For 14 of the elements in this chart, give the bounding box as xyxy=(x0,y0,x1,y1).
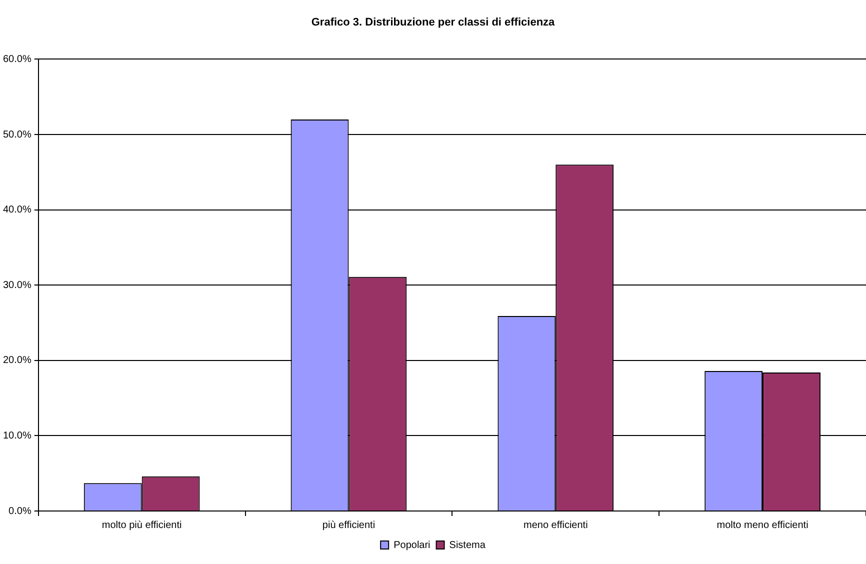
x-tick-label: meno efficienti xyxy=(523,520,588,531)
legend-label: Popolari xyxy=(394,540,430,551)
y-tick-label: 10.0% xyxy=(2,430,32,442)
y-tick-label: 50.0% xyxy=(2,129,32,140)
y-tick-label: 60.0% xyxy=(2,54,32,65)
legend-label: Sistema xyxy=(449,540,486,551)
y-tick-label: 20.0% xyxy=(2,355,32,366)
chart-title: Grafico 3. Distribuzione per classi di efficienza xyxy=(311,16,556,29)
x-tick-label: più efficienti xyxy=(322,520,376,531)
y-tick-label: 40.0% xyxy=(2,204,32,216)
x-tick-label: molto più efficienti xyxy=(102,520,182,531)
y-tick-label: 0.0% xyxy=(8,506,32,517)
x-tick-label: molto meno efficienti xyxy=(716,520,808,531)
y-tick-label: 30.0% xyxy=(2,280,32,291)
